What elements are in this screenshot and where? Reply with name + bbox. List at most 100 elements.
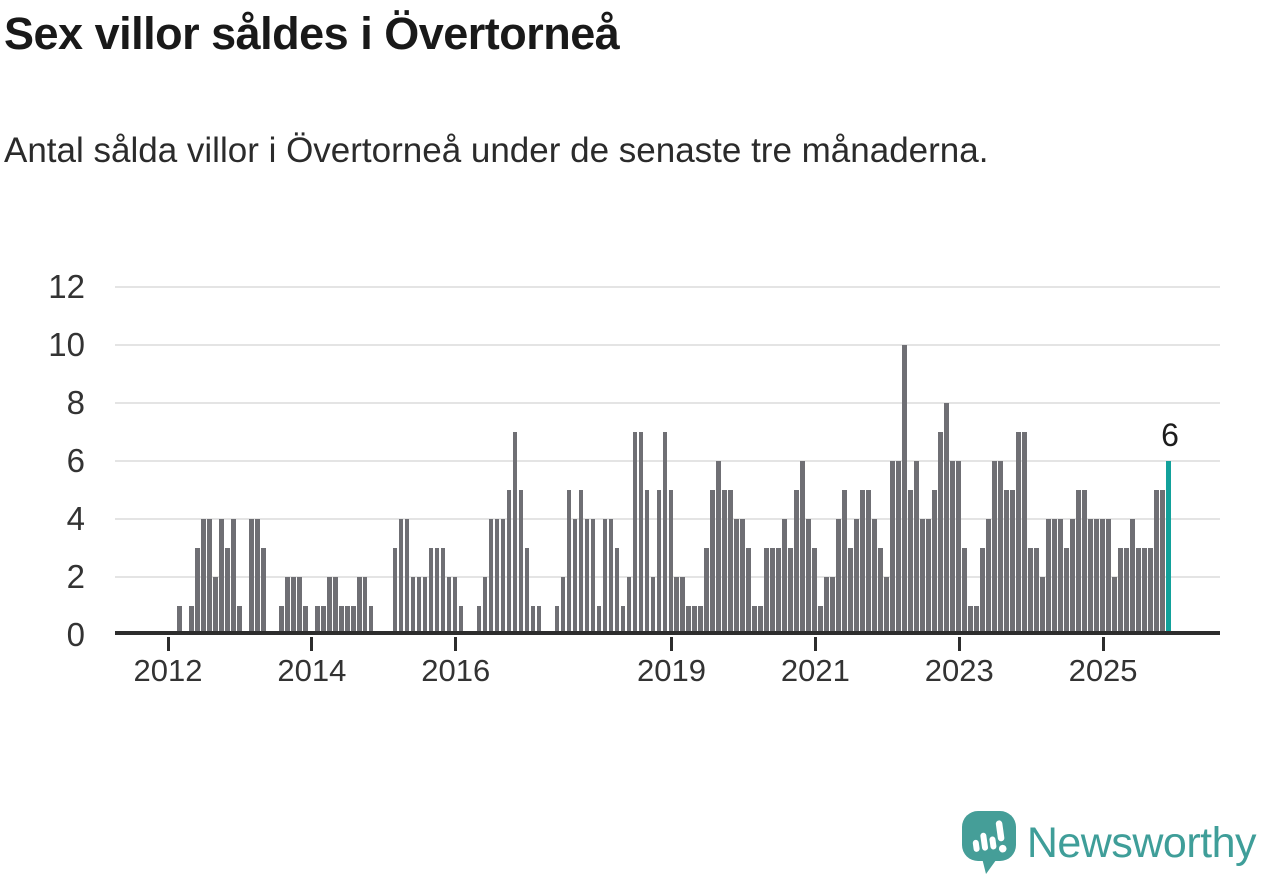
bar bbox=[290, 577, 296, 635]
bar bbox=[914, 461, 919, 635]
bar bbox=[524, 548, 530, 635]
bar bbox=[1160, 490, 1165, 635]
bar bbox=[788, 548, 794, 635]
bar bbox=[998, 461, 1003, 635]
bar bbox=[1040, 577, 1045, 635]
x-axis-tick bbox=[1101, 637, 1105, 651]
bar bbox=[452, 577, 458, 635]
x-axis-tick-label: 2019 bbox=[637, 653, 706, 688]
bar bbox=[674, 577, 680, 635]
bar bbox=[1034, 548, 1039, 635]
bar bbox=[278, 606, 284, 635]
bar bbox=[872, 519, 877, 635]
bar bbox=[494, 519, 500, 635]
bar bbox=[368, 606, 374, 635]
bar bbox=[764, 548, 770, 635]
bar bbox=[848, 548, 853, 635]
x-axis-tick bbox=[166, 637, 170, 651]
bar bbox=[950, 461, 955, 635]
bar bbox=[416, 577, 422, 635]
bar bbox=[1112, 577, 1117, 635]
bar bbox=[992, 461, 997, 635]
bar bbox=[806, 519, 812, 635]
bar bbox=[320, 606, 326, 635]
bar bbox=[818, 606, 824, 635]
bar bbox=[482, 577, 488, 635]
bar bbox=[824, 577, 830, 635]
bar bbox=[1094, 519, 1099, 635]
bar bbox=[608, 519, 614, 635]
newsworthy-logo: Newsworthy bbox=[961, 810, 1257, 876]
bar bbox=[230, 519, 236, 635]
bar bbox=[512, 432, 518, 635]
bar bbox=[476, 606, 482, 635]
bar bbox=[842, 490, 848, 635]
bar bbox=[800, 461, 806, 635]
bar bbox=[1142, 548, 1147, 635]
bar bbox=[638, 432, 644, 635]
bar bbox=[986, 519, 991, 635]
bar bbox=[302, 606, 308, 635]
bar bbox=[434, 548, 440, 635]
x-axis-tick bbox=[454, 637, 458, 651]
bar bbox=[1058, 519, 1063, 635]
bar bbox=[782, 519, 788, 635]
gridline bbox=[115, 460, 1220, 462]
bar bbox=[830, 577, 836, 635]
bar bbox=[1100, 519, 1105, 635]
x-axis-tick-label: 2014 bbox=[277, 653, 347, 688]
newsworthy-wordmark: Newsworthy bbox=[1026, 818, 1257, 867]
bar bbox=[836, 519, 842, 635]
bar bbox=[410, 577, 416, 635]
bar bbox=[284, 577, 290, 635]
bar bbox=[404, 519, 410, 635]
bar bbox=[884, 577, 889, 635]
bar bbox=[392, 548, 398, 635]
y-axis-tick-label: 0 bbox=[66, 616, 85, 653]
bar bbox=[1064, 548, 1069, 635]
bar bbox=[716, 461, 722, 635]
bar bbox=[692, 606, 698, 635]
bar bbox=[770, 548, 776, 635]
bar-chart-plot-area: 0 2 4 6 8 10 12 2012 2014 2016 2019 2021 2023 2025 6 bbox=[48, 269, 1220, 688]
bar bbox=[890, 461, 895, 635]
bar bbox=[794, 490, 800, 635]
highlighted-current-bar bbox=[1166, 461, 1171, 635]
bar bbox=[206, 519, 212, 635]
bar bbox=[728, 490, 734, 635]
y-axis-tick-label: 10 bbox=[48, 326, 85, 363]
bar bbox=[566, 490, 572, 635]
bar bbox=[902, 345, 907, 635]
bar bbox=[776, 548, 782, 635]
bar bbox=[338, 606, 344, 635]
bar bbox=[440, 548, 446, 635]
bar bbox=[578, 490, 584, 635]
x-axis-tick-label: 2025 bbox=[1068, 653, 1138, 688]
x-axis-tick-label: 2023 bbox=[924, 653, 994, 688]
bar bbox=[926, 519, 931, 635]
bar bbox=[1082, 490, 1087, 635]
bar bbox=[1154, 490, 1159, 635]
bar bbox=[428, 548, 434, 635]
bar bbox=[1088, 519, 1093, 635]
bar bbox=[908, 490, 913, 635]
bar bbox=[1148, 548, 1153, 635]
y-axis-tick-label: 4 bbox=[66, 500, 85, 537]
bar bbox=[878, 548, 883, 635]
bar bbox=[1106, 519, 1111, 635]
bar bbox=[1070, 519, 1075, 635]
gridline bbox=[115, 402, 1220, 404]
bar bbox=[422, 577, 428, 635]
bar bbox=[710, 490, 716, 635]
bar bbox=[506, 490, 512, 635]
bar bbox=[920, 519, 925, 635]
bar bbox=[224, 548, 230, 635]
bar bbox=[332, 577, 338, 635]
bar bbox=[626, 577, 632, 635]
bar bbox=[446, 577, 452, 635]
bar bbox=[860, 490, 865, 635]
gridline bbox=[115, 286, 1220, 288]
bar bbox=[698, 606, 704, 635]
newsworthy-speech-bubble-bar-chart-icon bbox=[961, 811, 1016, 874]
bar bbox=[176, 606, 182, 635]
